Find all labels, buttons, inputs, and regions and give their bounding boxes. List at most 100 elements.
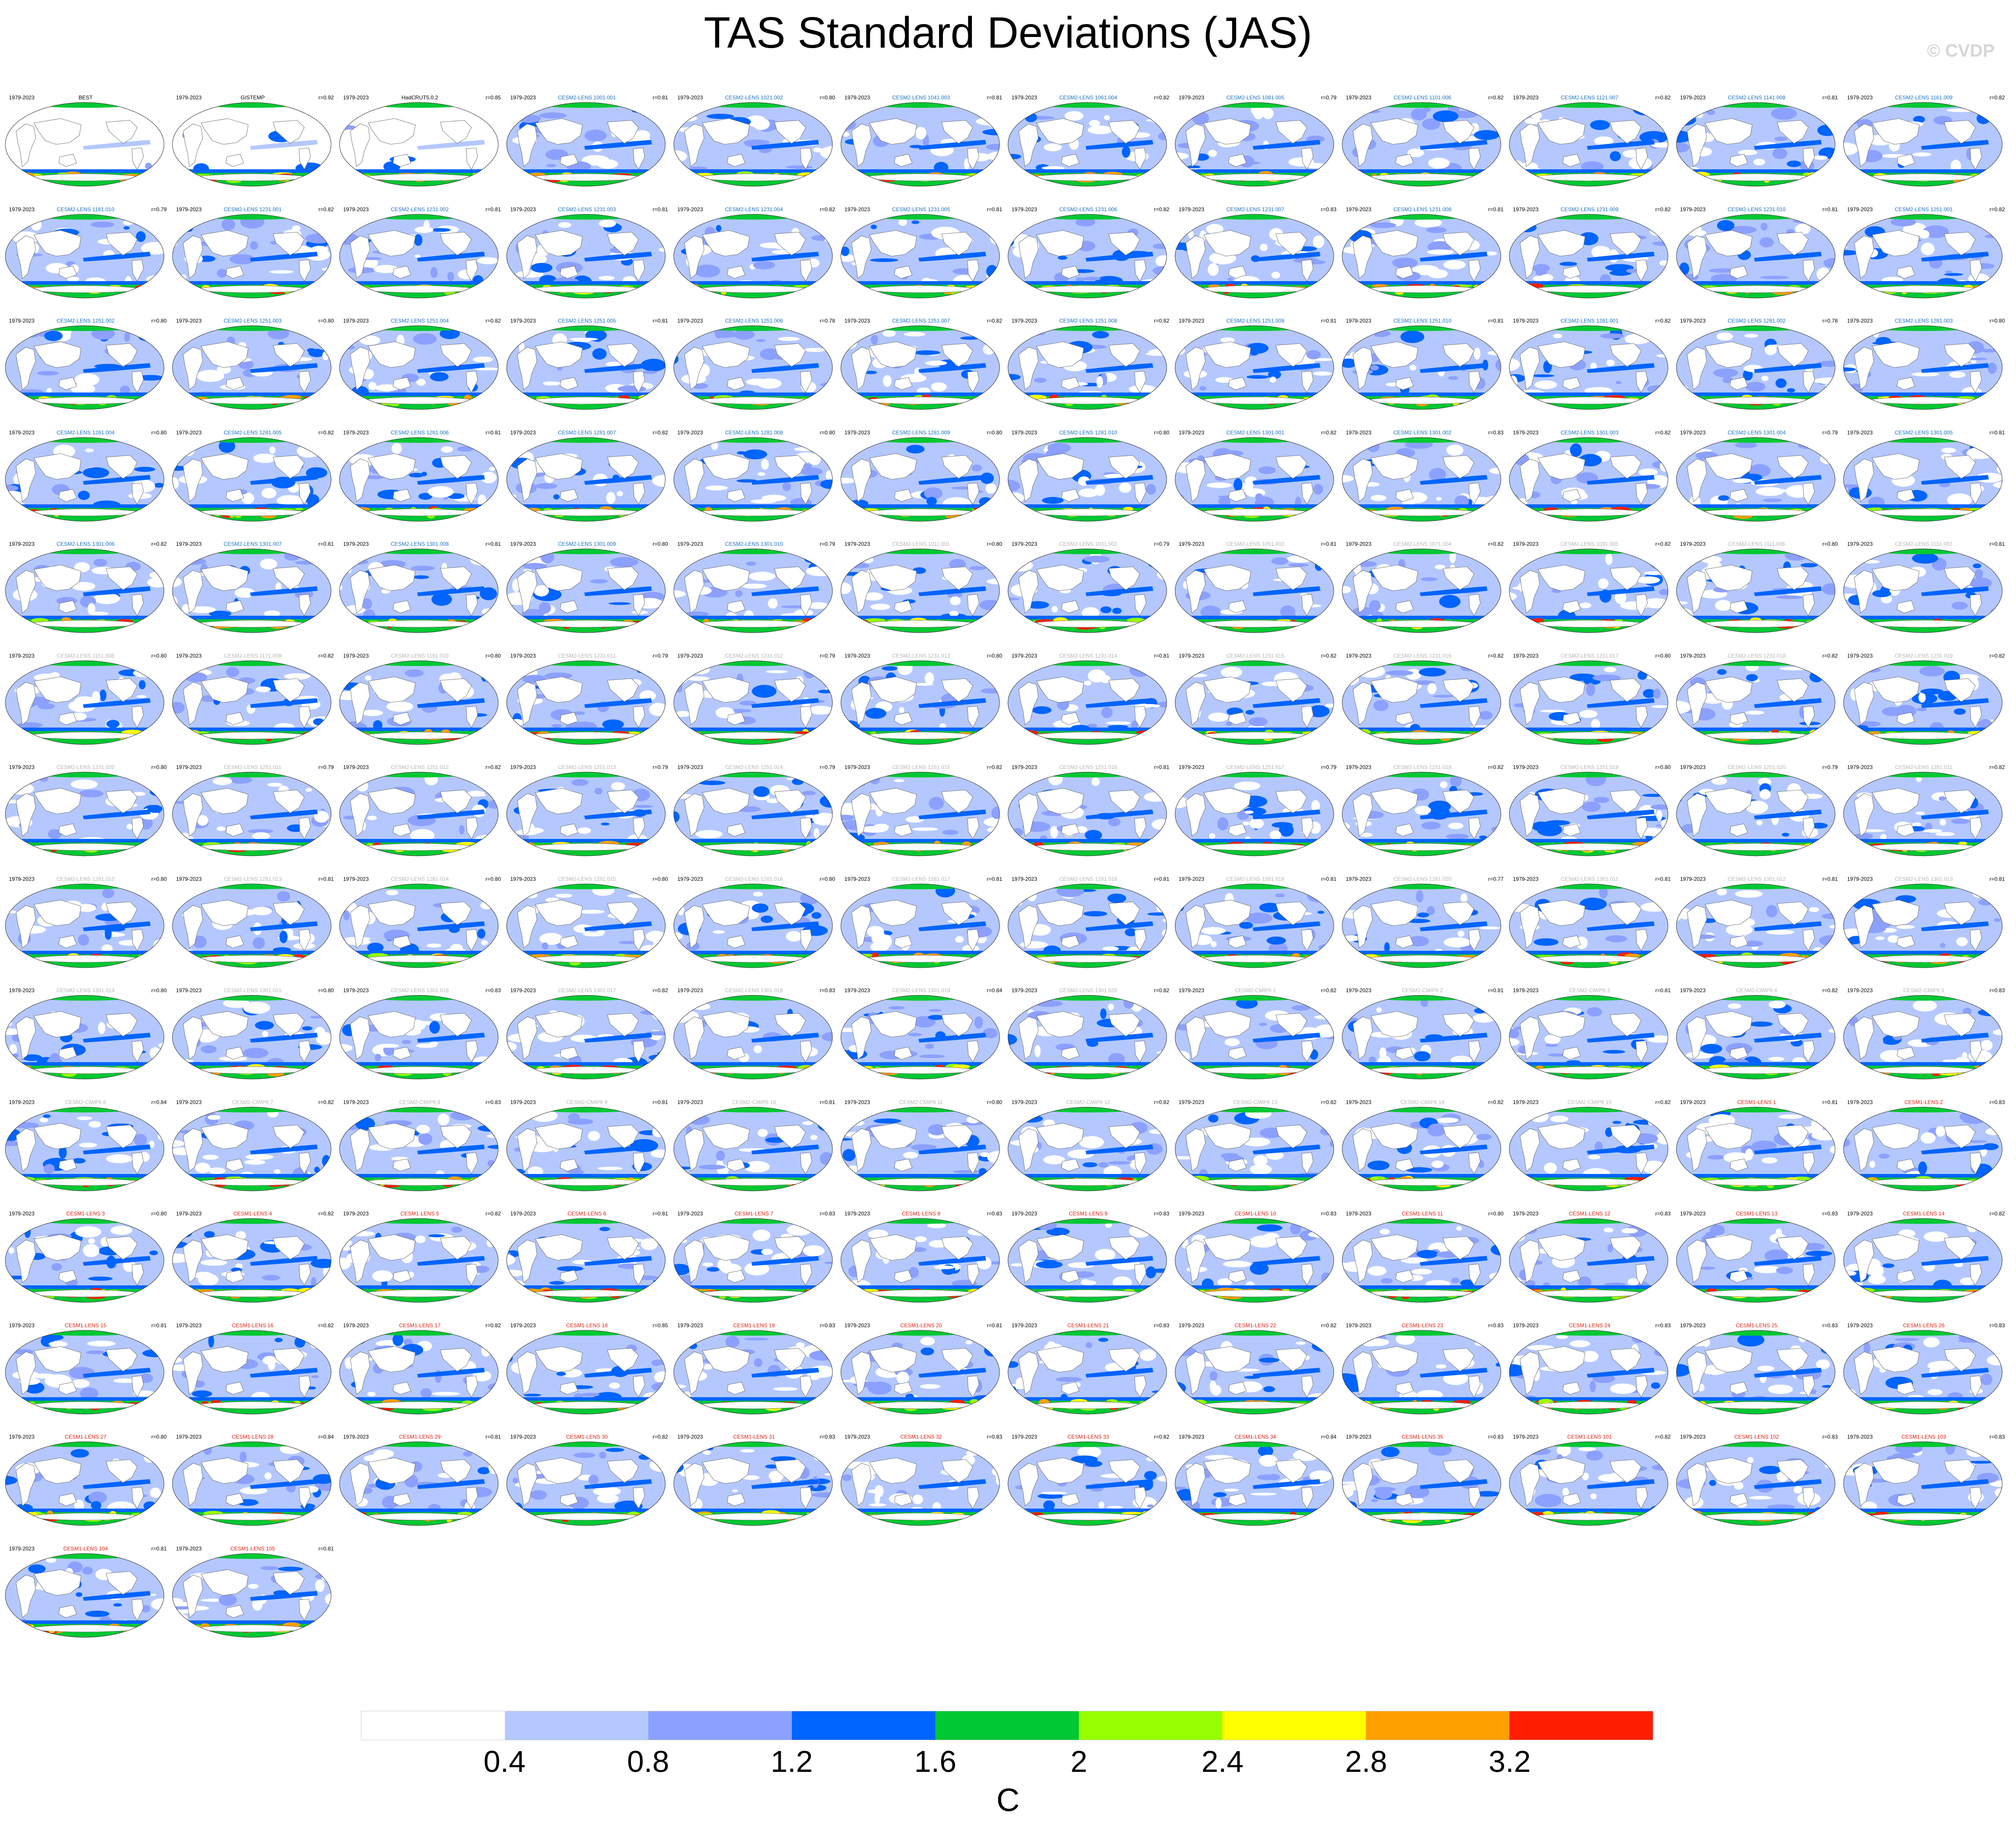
variability-contour [1032, 706, 1052, 714]
variability-contour [1676, 830, 1682, 838]
arctic-contour [189, 437, 314, 443]
variability-contour [340, 276, 343, 287]
variability-contour [156, 385, 164, 393]
continent-europe-africa [1018, 123, 1039, 167]
southern-ocean-hotspot [852, 626, 866, 628]
map-panel: 1979-2023 CESM2-LENS 1281.006 r=0.81 [337, 429, 503, 540]
variability-contour [986, 265, 998, 278]
continent-europe-africa [16, 235, 36, 279]
variability-contour [1244, 810, 1254, 814]
southern-ocean-hotspot [1639, 290, 1657, 293]
variability-contour [1919, 229, 1930, 238]
variability-contour [1940, 942, 1946, 948]
variability-contour [1686, 895, 1698, 899]
map-panel: 1979-2023 HadCRUT5.0.2 r=0.85 [337, 94, 503, 205]
variability-contour [511, 559, 519, 564]
continent-australia [727, 154, 746, 167]
map-panel: 1979-2023 CESM2-LENS 1251.012 r=0.82 [337, 763, 503, 875]
variability-contour [1329, 337, 1334, 344]
southern-ocean-hotspot [1323, 284, 1330, 287]
southern-ocean-hotspot [507, 954, 525, 961]
southern-ocean-hotspot [1148, 618, 1155, 622]
southern-ocean-hotspot [1150, 736, 1164, 740]
map-panel: 1979-2023 CESM2-LENS 1251.018 r=0.82 [1340, 763, 1505, 875]
global-map [840, 772, 1000, 856]
global-map [673, 102, 833, 187]
southern-ocean-hotspot [1807, 621, 1818, 625]
variability-contour [1325, 830, 1334, 834]
variability-contour [1945, 270, 1952, 274]
global-map [172, 214, 332, 298]
global-map [339, 437, 499, 521]
variability-contour [1104, 115, 1110, 120]
variability-contour [1342, 450, 1354, 457]
variability-contour [742, 583, 767, 589]
variability-contour [757, 472, 766, 476]
variability-contour [570, 338, 598, 341]
variability-contour [1489, 610, 1501, 618]
variability-contour [87, 603, 95, 615]
panel-pattern-correlation: r=0.80 [820, 94, 835, 101]
variability-contour [1532, 264, 1550, 273]
southern-ocean-hotspot [1009, 735, 1025, 739]
variability-contour [1916, 707, 1927, 711]
variability-contour [258, 148, 267, 153]
southern-ocean-hotspot [473, 402, 481, 405]
global-map [339, 548, 499, 633]
variability-contour [160, 554, 164, 563]
variability-contour [649, 326, 665, 339]
southern-ocean-hotspot [481, 399, 496, 401]
southern-ocean-hotspot [1351, 176, 1371, 179]
variability-contour [1315, 560, 1323, 571]
variability-contour [1761, 222, 1768, 230]
southern-ocean-hotspot [23, 176, 29, 179]
variability-contour [808, 453, 821, 465]
global-map [1342, 548, 1501, 633]
variability-contour [1651, 705, 1668, 708]
southern-ocean-hotspot [1301, 623, 1322, 626]
variability-contour [925, 672, 934, 684]
variability-contour [735, 590, 743, 597]
map-panel: 1979-2023 CESM2-LENS 1251.003 r=0.80 [170, 317, 336, 428]
global-map [506, 437, 666, 521]
southern-ocean-hotspot [507, 958, 525, 962]
map-panel: 1979-2023 CESM2-LENS 1231.001 r=0.82 [170, 205, 336, 317]
variability-contour [659, 612, 665, 620]
variability-contour [305, 788, 312, 792]
global-map [1008, 325, 1167, 410]
southern-ocean-hotspot [188, 290, 199, 294]
southern-ocean-hotspot [1015, 620, 1028, 624]
arctic-contour [22, 549, 147, 554]
southern-ocean-hotspot [1133, 624, 1140, 629]
continent-australia [225, 154, 244, 167]
variability-contour [1570, 443, 1582, 457]
southern-ocean-hotspot [509, 842, 530, 846]
variability-contour [172, 838, 185, 841]
variability-contour [811, 912, 822, 919]
southern-ocean-hotspot [358, 401, 364, 407]
southern-ocean-hotspot [685, 955, 697, 958]
southern-ocean-hotspot [1185, 625, 1199, 627]
arctic-contour [356, 326, 481, 331]
variability-contour [1373, 699, 1389, 711]
global-map [1676, 214, 1836, 298]
map-outline [1843, 102, 2003, 187]
arctic-contour [524, 772, 648, 777]
panel-title: CESM2-LENS 1041.003 [892, 94, 951, 101]
southern-ocean-hotspot [1805, 622, 1826, 626]
variability-contour [1582, 802, 1601, 812]
southern-ocean-hotspot [518, 619, 524, 622]
global-map [506, 660, 666, 744]
map-panel: 1979-2023 CESM2-LENS 1001.001 r=0.81 [504, 94, 670, 205]
arctic-contour [1192, 214, 1317, 220]
southern-ocean-hotspot [182, 284, 195, 288]
arctic-contour [858, 883, 983, 889]
southern-ocean-hotspot [1643, 286, 1653, 290]
variability-contour [1145, 352, 1167, 356]
continent-asia [33, 118, 82, 145]
southern-ocean-hotspot [842, 621, 858, 626]
continent-australia [560, 154, 578, 167]
southern-ocean-hotspot [1322, 176, 1328, 180]
variability-contour [1872, 590, 1891, 597]
arctic-contour [22, 995, 147, 1001]
